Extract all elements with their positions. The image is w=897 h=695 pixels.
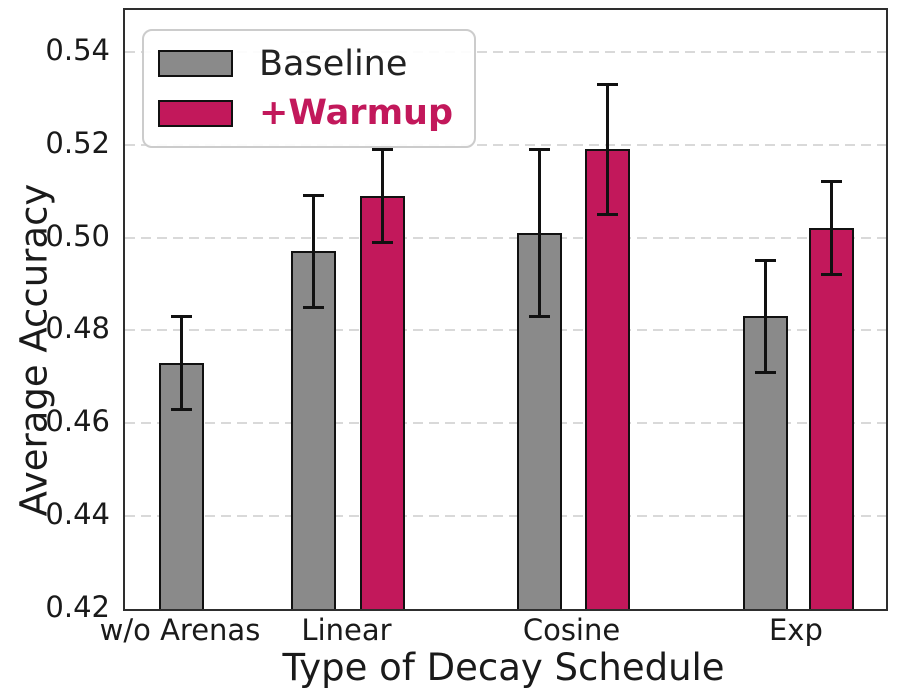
error-bar-cap bbox=[597, 212, 619, 216]
y-tick-label: 0.52 bbox=[45, 125, 110, 160]
y-tick-label: 0.44 bbox=[45, 497, 110, 532]
error-bar bbox=[381, 149, 385, 243]
legend-entry-baseline: Baseline bbox=[158, 44, 460, 84]
bar-warmup-cosine bbox=[585, 149, 631, 609]
error-bar-cap bbox=[372, 240, 394, 244]
error-bar bbox=[763, 260, 767, 373]
gridline bbox=[125, 515, 886, 518]
x-axis-label: Type of Decay Schedule bbox=[282, 646, 725, 689]
legend-entry-warmup: +Warmup bbox=[158, 93, 460, 133]
plot-canvas bbox=[125, 10, 886, 609]
error-bar-cap bbox=[597, 82, 619, 86]
error-bar-cap bbox=[302, 305, 324, 309]
y-tick-label: 0.54 bbox=[45, 32, 110, 67]
bar-warmup-exp bbox=[809, 228, 854, 609]
gridline bbox=[125, 143, 886, 146]
y-tick-label: 0.48 bbox=[45, 311, 110, 346]
bar-baseline-cosine bbox=[517, 232, 563, 609]
x-tick-label: Linear bbox=[301, 613, 392, 647]
legend: Baseline +Warmup bbox=[142, 29, 476, 148]
error-bar-cap bbox=[171, 407, 193, 411]
x-tick-label: Exp bbox=[768, 613, 823, 647]
gridline bbox=[125, 236, 886, 239]
baseline-swatch-icon bbox=[158, 50, 233, 78]
error-bar-cap bbox=[754, 259, 776, 263]
y-tick-label: 0.42 bbox=[45, 590, 110, 624]
error-bar bbox=[311, 195, 315, 308]
y-tick-label: 0.46 bbox=[45, 404, 110, 439]
gridline bbox=[125, 329, 886, 332]
bar-warmup-linear bbox=[360, 195, 406, 609]
error-bar bbox=[606, 84, 610, 215]
error-bar-cap bbox=[529, 147, 551, 151]
gridline bbox=[125, 50, 886, 53]
plot-area: Baseline +Warmup bbox=[123, 8, 888, 611]
error-bar-cap bbox=[171, 314, 193, 318]
error-bar-cap bbox=[372, 147, 394, 151]
x-tick-label: w/o Arenas bbox=[99, 613, 261, 647]
bar-baseline-linear bbox=[290, 251, 336, 609]
warmup-swatch-icon bbox=[158, 99, 233, 127]
y-tick-label: 0.50 bbox=[45, 218, 110, 253]
error-bar-cap bbox=[529, 314, 551, 318]
error-bar-cap bbox=[302, 194, 324, 198]
error-bar bbox=[180, 316, 184, 410]
x-tick-label: Cosine bbox=[522, 613, 621, 647]
error-bar-cap bbox=[754, 370, 776, 374]
legend-label-baseline: Baseline bbox=[259, 43, 408, 84]
error-bar-cap bbox=[821, 180, 842, 184]
error-bar bbox=[538, 149, 542, 317]
gridline bbox=[125, 422, 886, 425]
error-bar bbox=[830, 181, 833, 275]
error-bar-cap bbox=[821, 273, 842, 277]
legend-label-warmup: +Warmup bbox=[259, 93, 454, 134]
